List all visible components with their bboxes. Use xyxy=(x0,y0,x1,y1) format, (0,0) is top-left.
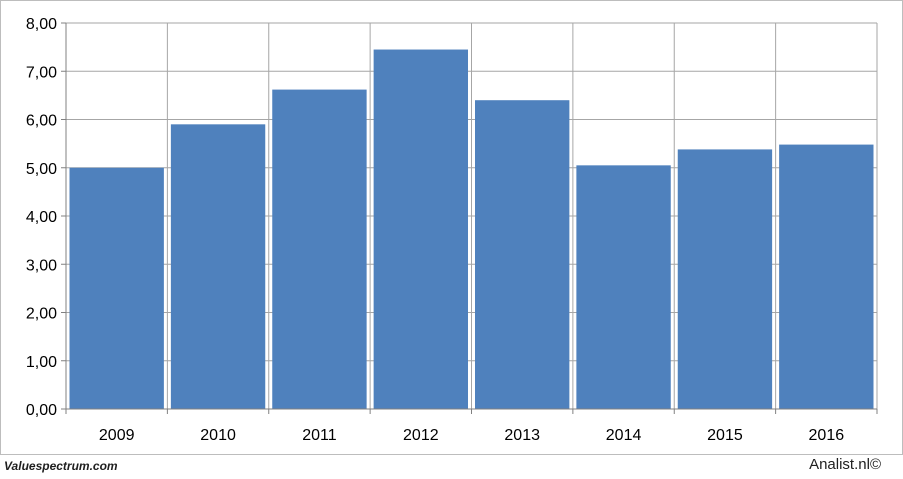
y-tick-label: 3,00 xyxy=(26,257,57,274)
axes xyxy=(61,22,878,414)
y-tick-label: 4,00 xyxy=(26,209,57,226)
y-tick-label: 2,00 xyxy=(26,306,57,323)
y-tick-label: 6,00 xyxy=(26,113,57,130)
bar-2015 xyxy=(677,149,773,410)
copyright-label: Analist.nl© xyxy=(809,456,881,473)
bar-2012 xyxy=(373,49,468,409)
x-tick-label: 2011 xyxy=(302,427,337,444)
x-tick-label: 2015 xyxy=(707,427,743,444)
x-tick-label: 2009 xyxy=(99,427,135,444)
y-tick-label: 8,00 xyxy=(26,16,57,33)
bar-2014 xyxy=(576,165,671,409)
x-tick-label: 2012 xyxy=(403,427,439,444)
x-tick-label: 2013 xyxy=(504,427,540,444)
bar-2013 xyxy=(475,100,570,409)
x-tick-label: 2016 xyxy=(809,427,845,444)
y-tick-label: 1,00 xyxy=(26,354,57,371)
bar-2011 xyxy=(272,89,367,410)
y-tick-label: 5,00 xyxy=(26,161,57,178)
source-label: Valuespectrum.com xyxy=(4,459,118,473)
bar-2016 xyxy=(779,144,874,409)
bars xyxy=(69,49,874,410)
y-axis-labels: 0,00 1,00 2,00 3,00 4,00 5,00 6,00 7,00 8,00 xyxy=(26,16,57,419)
x-tick-label: 2010 xyxy=(200,427,236,444)
y-tick-label: 7,00 xyxy=(26,64,57,81)
bar-2009 xyxy=(69,167,164,409)
x-axis-labels: 2009 2010 2011 2012 2013 2014 2015 2016 xyxy=(99,427,844,444)
bar-chart: 0,00 1,00 2,00 3,00 4,00 5,00 6,00 7,00 8,00 200… xyxy=(26,16,878,444)
bar-2010 xyxy=(170,124,266,409)
y-tick-label: 0,00 xyxy=(26,402,57,419)
x-tick-label: 2014 xyxy=(606,427,642,444)
